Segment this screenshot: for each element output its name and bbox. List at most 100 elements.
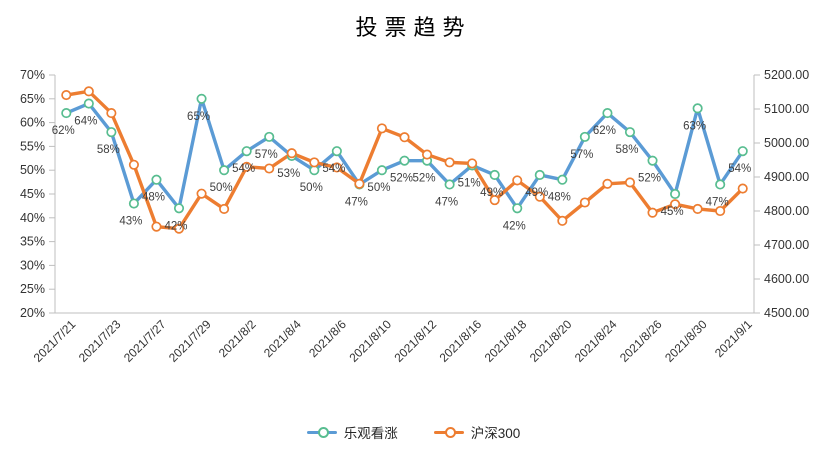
bullish-data-label: 42% — [165, 220, 188, 232]
left-axis-tick-label: 70% — [20, 68, 45, 82]
x-axis-tick-label: 2021/8/20 — [527, 317, 575, 365]
bullish-data-label: 54% — [322, 163, 345, 175]
chart-title: 投票趋势 — [355, 16, 472, 41]
x-axis-tick-label: 2021/8/6 — [306, 317, 349, 360]
x-axis-tick-label: 2021/7/21 — [31, 317, 79, 365]
right-axis-tick-label: 4800.00 — [764, 204, 809, 218]
bullish-data-point — [83, 98, 94, 109]
csi300-data-point — [489, 195, 500, 206]
bullish-data-point — [173, 203, 185, 214]
bullish-data-label: 48% — [142, 192, 165, 204]
csi300-data-point — [264, 163, 275, 174]
csi300-data-point — [219, 203, 230, 215]
csi300-data-point — [376, 123, 388, 134]
x-axis-tick-label: 2021/8/10 — [346, 317, 394, 365]
csi300-data-point — [737, 183, 748, 194]
csi300-data-point — [670, 199, 681, 210]
bullish-data-point — [196, 93, 207, 104]
bullish-line-series — [64, 97, 745, 210]
right-axis-tick-label: 5100.00 — [764, 102, 809, 116]
csi300-data-point — [151, 221, 162, 232]
bullish-data-point — [557, 174, 568, 185]
bullish-data-label: 49% — [480, 187, 503, 199]
bullish-data-label: 62% — [52, 125, 75, 137]
bullish-data-point — [579, 131, 590, 142]
bullish-data-label: 45% — [661, 206, 684, 218]
csi300-data-point — [624, 177, 636, 188]
bullish-data-label: 53% — [277, 168, 300, 180]
bullish-data-label: 58% — [97, 144, 120, 156]
csi300-data-point — [83, 86, 94, 97]
left-axis-tick-label: 35% — [20, 235, 45, 249]
csi300-data-point — [579, 197, 590, 208]
legend-label-bullish: 乐观看涨 — [343, 426, 398, 441]
bullish-data-label: 47% — [345, 196, 368, 208]
csi300-data-point — [286, 148, 297, 159]
bullish-data-point — [512, 203, 523, 214]
bullish-data-label: 50% — [367, 182, 390, 194]
x-axis-tick-label: 2021/8/4 — [261, 317, 304, 360]
csi300-data-point — [444, 157, 455, 168]
bullish-data-label: 42% — [503, 220, 526, 232]
csi300-data-point — [61, 90, 72, 101]
bullish-data-label: 57% — [570, 149, 593, 161]
csi300-data-point — [421, 149, 433, 160]
bullish-data-point — [219, 165, 230, 176]
csi300-data-point — [715, 205, 726, 217]
bullish-data-point — [489, 169, 500, 181]
x-axis-tick-label: 2021/7/27 — [121, 317, 169, 365]
bullish-data-label: 54% — [728, 163, 751, 175]
right-axis-tick-label: 4900.00 — [764, 170, 809, 184]
bullish-data-point — [61, 108, 72, 119]
chart-legend: 乐观看涨 沪深300 — [0, 422, 827, 442]
bullish-data-label: 58% — [615, 144, 638, 156]
x-axis-tick-label: 2021/8/30 — [662, 317, 710, 365]
left-axis-tick-label: 30% — [20, 258, 45, 272]
bullish-data-point — [670, 188, 681, 200]
bullish-data-label: 54% — [232, 163, 255, 175]
legend-item-bullish[interactable]: 乐观看涨 — [306, 422, 398, 442]
bullish-data-label: 52% — [413, 173, 436, 185]
bullish-data-point — [128, 198, 139, 209]
legend-label-csi300: 沪深300 — [470, 426, 521, 441]
bullish-data-point — [534, 169, 545, 181]
bullish-data-label: 43% — [119, 216, 142, 228]
bullish-data-point — [647, 155, 658, 166]
bullish-data-point — [692, 103, 703, 114]
x-axis-tick-label: 2021/8/2 — [216, 317, 259, 360]
csi300-data-point — [173, 223, 185, 234]
bullish-data-point — [737, 146, 748, 157]
csi300-data-point — [557, 215, 568, 226]
bullish-data-label: 48% — [548, 192, 571, 204]
bullish-data-point — [376, 165, 388, 176]
bullish-data-label: 47% — [706, 196, 729, 208]
csi300-data-point — [602, 178, 613, 189]
bullish-data-label: 51% — [458, 177, 481, 189]
legend-item-csi300[interactable]: 沪深300 — [433, 422, 521, 442]
x-axis-tick-label: 2021/8/18 — [482, 317, 530, 365]
left-axis-tick-label: 55% — [20, 139, 45, 153]
csi300-data-point — [331, 162, 342, 173]
right-axis-tick-label: 4600.00 — [764, 272, 809, 286]
csi300-data-point — [128, 159, 139, 170]
csi300-data-point — [534, 191, 545, 202]
csi300-data-point — [241, 161, 252, 172]
x-axis-tick-label: 2021/7/23 — [76, 317, 124, 365]
csi300-data-point — [309, 157, 320, 168]
x-axis-tick-label: 2021/8/26 — [617, 317, 665, 365]
left-axis-tick-label: 45% — [20, 187, 45, 201]
bullish-data-point — [331, 146, 342, 157]
bullish-data-label: 57% — [255, 149, 278, 161]
bullish-data-label: 64% — [74, 116, 97, 128]
bullish-data-point — [264, 131, 275, 142]
csi300-data-point — [467, 158, 478, 169]
left-axis-tick-label: 20% — [20, 306, 45, 320]
bullish-data-label: 47% — [435, 196, 458, 208]
left-axis-tick-label: 60% — [20, 116, 45, 130]
bullish-data-label: 52% — [390, 173, 413, 185]
bullish-data-label: 63% — [683, 120, 706, 132]
right-axis-tick-label: 5000.00 — [764, 136, 809, 150]
bullish-data-label: 65% — [187, 111, 210, 123]
bullish-data-point — [399, 155, 410, 166]
